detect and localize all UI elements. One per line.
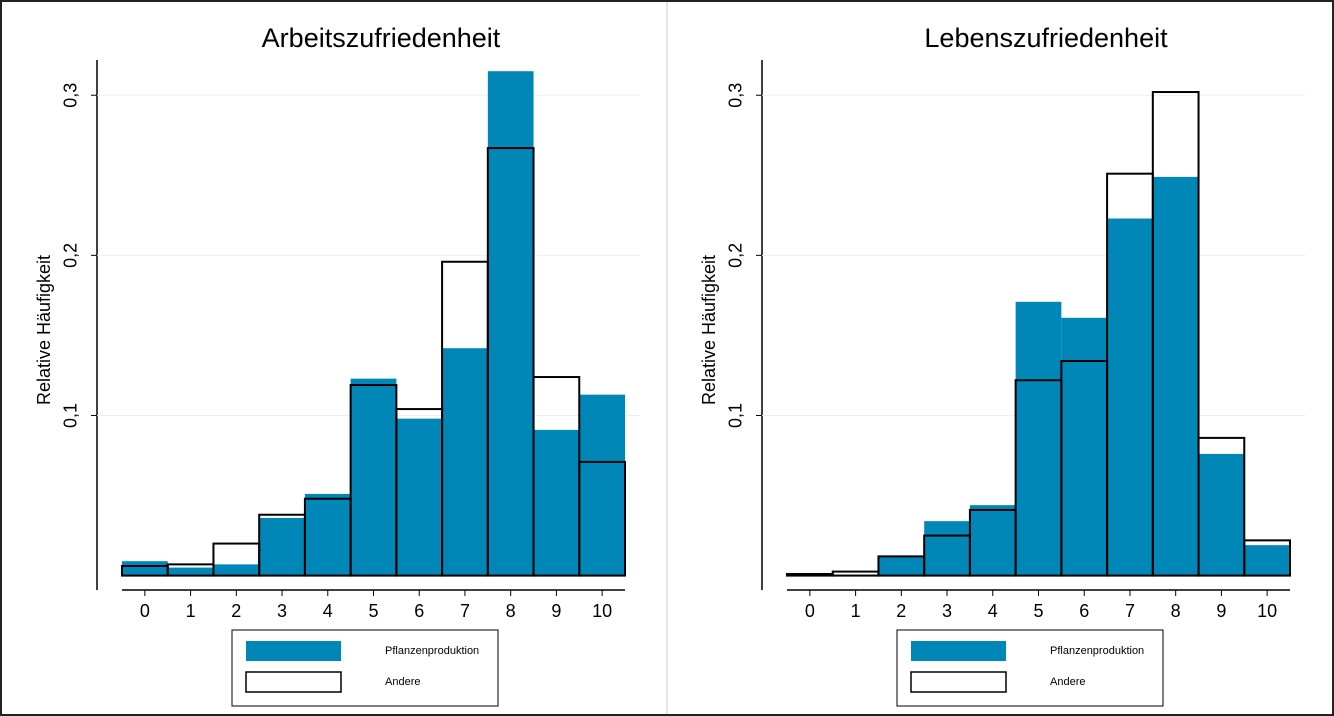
bar <box>1198 453 1245 576</box>
bar-outline <box>786 572 834 577</box>
bar <box>878 556 925 576</box>
x-tick-label: 5 <box>368 601 378 621</box>
x-tick-label: 9 <box>551 601 561 621</box>
bar <box>167 567 214 576</box>
y-tick-label: 0,2 <box>726 243 746 268</box>
legend-swatch <box>245 671 342 693</box>
bar <box>396 418 443 576</box>
bar <box>259 517 305 576</box>
y-axis-label: Relative Häufigkeit <box>34 255 54 405</box>
y-tick-label: 0,3 <box>726 83 746 108</box>
x-tick-label: 6 <box>1079 601 1089 621</box>
bar <box>1015 301 1062 576</box>
x-tick-label: 6 <box>414 601 424 621</box>
bar <box>213 564 260 576</box>
bar <box>579 394 625 576</box>
bar-outline <box>486 147 535 577</box>
x-tick-label: 3 <box>942 601 952 621</box>
x-tick-label: 4 <box>988 601 998 621</box>
x-tick-label: 10 <box>592 601 612 621</box>
x-tick-label: 0 <box>140 601 150 621</box>
x-tick-label: 8 <box>506 601 516 621</box>
x-tick-label: 3 <box>277 601 287 621</box>
bar <box>350 378 397 576</box>
x-tick-label: 8 <box>1171 601 1181 621</box>
bar <box>304 493 351 576</box>
bar <box>122 561 168 576</box>
x-tick-label: 9 <box>1216 601 1226 621</box>
legend-swatch <box>910 671 1007 693</box>
bar <box>1152 176 1199 576</box>
y-tick-label: 0,1 <box>726 403 746 428</box>
chart-title: Arbeitszufriedenheit <box>262 23 501 53</box>
legend-label: Andere <box>1050 676 1085 688</box>
legend-label: Andere <box>385 676 420 688</box>
legend-swatch <box>246 641 341 661</box>
legend-label: Pflanzenproduktion <box>1050 645 1144 657</box>
legend-swatch <box>911 641 1006 661</box>
bar-outline <box>1197 436 1246 577</box>
bar <box>1107 218 1153 576</box>
x-tick-label: 2 <box>896 601 906 621</box>
bar-outline <box>578 460 626 577</box>
bar <box>487 71 534 576</box>
bar <box>533 429 580 576</box>
y-tick-label: 0,3 <box>61 83 81 108</box>
bar-outline <box>1243 539 1291 577</box>
x-tick-label: 5 <box>1033 601 1043 621</box>
bar <box>924 521 970 576</box>
y-axis-label: Relative Häufigkeit <box>699 255 719 405</box>
chart-title: Lebenszufriedenheit <box>924 23 1168 53</box>
bar <box>1061 317 1108 576</box>
x-tick-label: 2 <box>231 601 241 621</box>
x-tick-label: 10 <box>1257 601 1277 621</box>
bar <box>969 505 1016 576</box>
bar <box>442 348 488 576</box>
x-tick-label: 1 <box>851 601 861 621</box>
legend-label: Pflanzenproduktion <box>385 645 479 657</box>
x-tick-label: 7 <box>1125 601 1135 621</box>
y-tick-label: 0,1 <box>61 403 81 428</box>
x-tick-label: 1 <box>186 601 196 621</box>
bar-outline <box>1151 91 1200 577</box>
x-tick-label: 4 <box>323 601 333 621</box>
y-tick-label: 0,2 <box>61 243 81 268</box>
x-tick-label: 0 <box>805 601 815 621</box>
bar <box>1244 545 1290 576</box>
x-tick-label: 7 <box>460 601 470 621</box>
